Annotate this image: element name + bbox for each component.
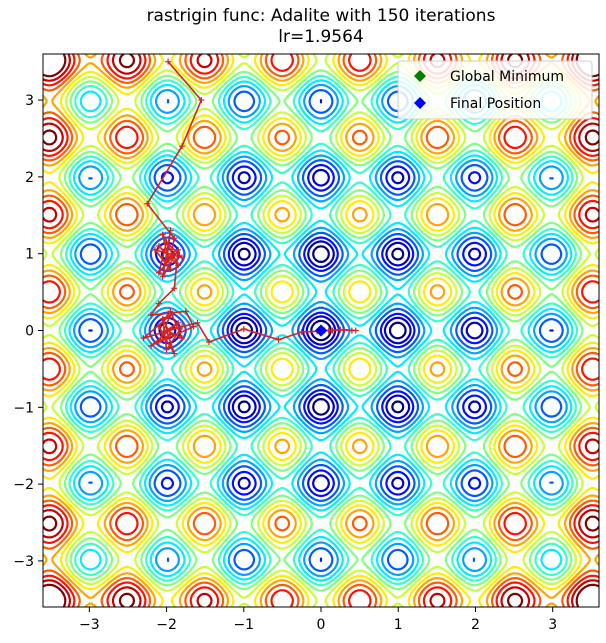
contour-level <box>235 245 407 416</box>
path-point <box>298 329 305 336</box>
legend-box <box>397 60 593 120</box>
chart-title: rastrigin func: Adalite with 150 iterati… <box>147 6 496 26</box>
path-point <box>151 246 158 253</box>
x-axis: −3 −2 −1 0 1 2 3 <box>79 607 557 633</box>
path-point <box>163 239 170 246</box>
path-point <box>155 243 162 250</box>
path-point <box>167 331 174 338</box>
path-point <box>171 285 178 292</box>
y-tick-label: 0 <box>25 324 34 340</box>
x-tick-label: −2 <box>156 617 177 633</box>
legend-marker <box>414 70 426 82</box>
path-point <box>175 319 182 326</box>
path-point <box>159 231 166 238</box>
y-tick-label: −2 <box>13 477 34 493</box>
path-point <box>179 323 185 330</box>
path-point <box>148 312 155 319</box>
y-tick-label: −3 <box>13 554 34 570</box>
path-point <box>275 336 282 343</box>
x-tick-label: −3 <box>79 617 100 633</box>
path-point <box>179 335 185 342</box>
path-point <box>167 266 174 273</box>
path-point <box>329 327 336 334</box>
chart-subtitle: lr=1.9564 <box>278 27 363 47</box>
x-tick-label: 0 <box>317 617 326 633</box>
contour-level <box>158 168 484 493</box>
path-point <box>159 315 166 322</box>
markers-layer <box>315 324 327 337</box>
path-point <box>171 350 178 357</box>
path-point <box>167 254 174 261</box>
path-point <box>175 262 182 269</box>
path-point <box>206 339 213 346</box>
contour-level <box>68 79 574 582</box>
path-point <box>155 300 162 307</box>
path-point <box>171 235 178 242</box>
path-point <box>240 325 247 332</box>
contour-level <box>73 83 569 578</box>
y-axis: −3 −2 −1 0 1 2 3 <box>13 93 43 570</box>
legend-label: Global Minimum <box>450 69 564 85</box>
path-point <box>341 326 348 333</box>
legend-label: Final Position <box>450 96 541 112</box>
path-point <box>163 327 170 334</box>
path-point <box>159 273 166 280</box>
path-point <box>155 339 162 346</box>
contour-level <box>43 54 599 607</box>
y-tick-label: −1 <box>13 400 34 416</box>
y-tick-label: 2 <box>25 170 34 186</box>
contour-level <box>88 99 554 562</box>
x-tick-label: −1 <box>233 617 254 633</box>
x-tick-label: 3 <box>548 617 557 633</box>
path-point <box>171 250 178 257</box>
path-point <box>148 342 155 349</box>
contour-level <box>78 89 564 572</box>
path-point <box>140 335 147 342</box>
path-point <box>352 327 359 334</box>
path-point <box>194 319 201 326</box>
final-position-marker <box>315 324 327 337</box>
x-tick-label: 1 <box>394 617 403 633</box>
path-point <box>155 269 162 276</box>
legend: Global Minimum Final Position <box>397 60 593 120</box>
path-point <box>155 323 162 330</box>
x-tick-label: 2 <box>471 617 480 633</box>
path-point <box>190 323 197 330</box>
path-point <box>165 58 172 65</box>
path-point <box>179 143 185 150</box>
y-tick-label: 3 <box>25 93 34 109</box>
path-point <box>163 258 170 265</box>
path-point <box>179 254 185 261</box>
path-point <box>182 308 189 315</box>
path-point <box>144 200 151 207</box>
legend-marker <box>414 97 426 109</box>
path-point <box>167 308 174 315</box>
path-point <box>175 246 182 253</box>
path-point <box>163 346 170 353</box>
y-tick-label: 1 <box>25 247 34 263</box>
contour-level <box>63 74 579 587</box>
path-point <box>198 97 205 104</box>
path-point <box>167 227 174 234</box>
